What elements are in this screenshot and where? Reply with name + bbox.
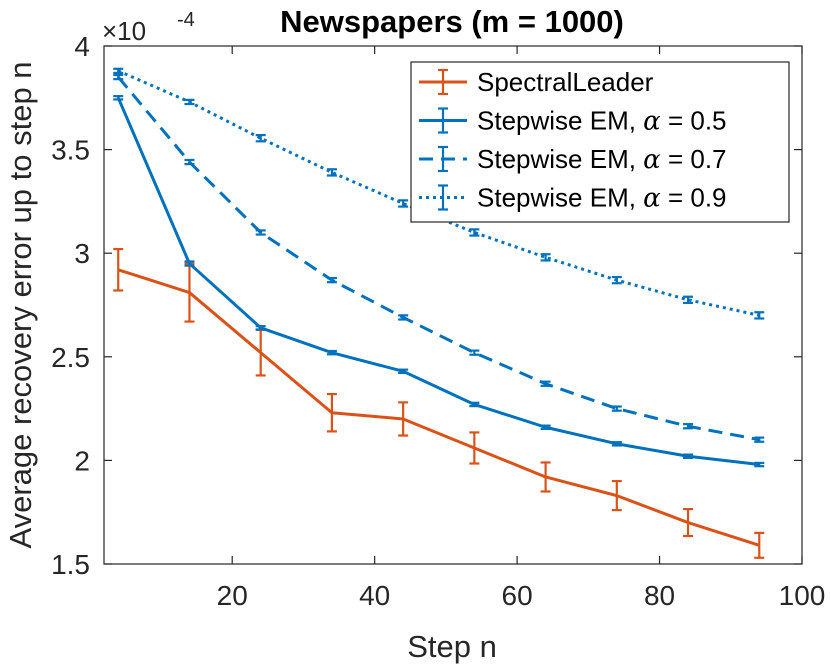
error-bar: [398, 314, 409, 321]
legend-label-name: SpectralLeader: [477, 67, 654, 97]
series-line: [116, 97, 760, 467]
error-bar: [540, 461, 551, 493]
y-tick-label: 2.5: [51, 342, 90, 373]
error-bar: [683, 453, 694, 460]
legend-entry: Stepwise EM, α = 0.7: [419, 144, 727, 175]
x-tick-label: 100: [779, 580, 826, 611]
error-bar: [683, 507, 694, 538]
error-bar: [469, 431, 480, 465]
error-bar: [540, 424, 551, 431]
x-tick-label: 80: [644, 580, 675, 611]
error-bar: [754, 436, 765, 443]
legend-label-alpha: α: [643, 145, 661, 175]
error-bar: [184, 260, 195, 267]
error-bar: [326, 168, 337, 177]
series-3: [113, 73, 765, 443]
legend-label-value: = 0.5: [661, 106, 727, 136]
legend-label-name: Stepwise EM,: [477, 106, 643, 136]
series-2: [113, 95, 765, 468]
y-tick-label: 3.5: [51, 135, 90, 166]
legend-entry: SpectralLeader: [419, 67, 654, 97]
legend-label-name: Stepwise EM,: [477, 144, 643, 174]
legend-entry: Stepwise EM, α = 0.9: [419, 183, 727, 214]
legend-label: SpectralLeader: [477, 67, 654, 97]
y-axis-label: Average recovery error up to step n: [3, 61, 38, 548]
legend-label-alpha: α: [643, 184, 661, 214]
error-bar: [113, 67, 124, 75]
error-bar: [683, 295, 694, 305]
y-scale-exponent: ×10 -4: [102, 9, 195, 46]
chart-title: Newspapers (m = 1000): [280, 4, 624, 39]
error-bar: [326, 392, 337, 433]
error-bar: [326, 276, 337, 284]
error-bar: [754, 311, 765, 320]
error-bar: [398, 401, 409, 437]
error-bar: [255, 325, 266, 331]
error-bar: [398, 368, 409, 375]
error-bar: [326, 349, 337, 356]
error-bar: [754, 461, 765, 468]
legend-label-alpha: α: [643, 107, 661, 137]
x-tick-label: 40: [359, 580, 390, 611]
legend-box: [410, 61, 790, 223]
series-line: [117, 268, 760, 547]
legend-label-value: = 0.7: [661, 144, 727, 174]
y-scale-power: -4: [177, 9, 195, 31]
error-bar: [469, 228, 480, 237]
error-bar: [469, 349, 480, 356]
error-bar: [611, 275, 622, 285]
error-bar: [255, 133, 266, 143]
legend-label: Stepwise EM, α = 0.9: [477, 183, 727, 214]
y-tick-label: 1.5: [51, 549, 90, 580]
x-tick-label: 20: [217, 580, 248, 611]
error-bar: [113, 247, 124, 292]
x-tick-label: 60: [502, 580, 533, 611]
legend-label-name: Stepwise EM,: [477, 183, 643, 213]
error-bar: [611, 480, 622, 512]
y-scale-prefix: ×10: [102, 16, 146, 46]
y-tick-label: 3: [74, 238, 90, 269]
series-1: [113, 247, 765, 559]
error-bar: [754, 531, 765, 559]
y-tick-label: 2: [74, 445, 90, 476]
y-tick-label: 4: [74, 31, 90, 62]
error-bar: [184, 158, 195, 166]
error-bar: [611, 441, 622, 447]
error-bar: [398, 199, 409, 208]
legend-label: Stepwise EM, α = 0.7: [477, 144, 727, 175]
error-bar: [540, 380, 551, 387]
series-line: [117, 76, 760, 442]
error-bar: [113, 73, 124, 81]
legend-label: Stepwise EM, α = 0.5: [477, 106, 727, 137]
error-bar: [611, 405, 622, 412]
error-bar: [113, 95, 124, 101]
error-bar: [683, 423, 694, 430]
error-bar: [540, 253, 551, 262]
error-bar: [255, 328, 266, 377]
error-bar: [255, 229, 266, 236]
x-axis-label: Step n: [407, 629, 497, 664]
legend-label-value: = 0.9: [661, 183, 727, 213]
legend-entry: Stepwise EM, α = 0.5: [419, 106, 727, 137]
error-bar: [469, 401, 480, 408]
axes-box: [103, 45, 803, 565]
error-bar: [184, 98, 195, 106]
